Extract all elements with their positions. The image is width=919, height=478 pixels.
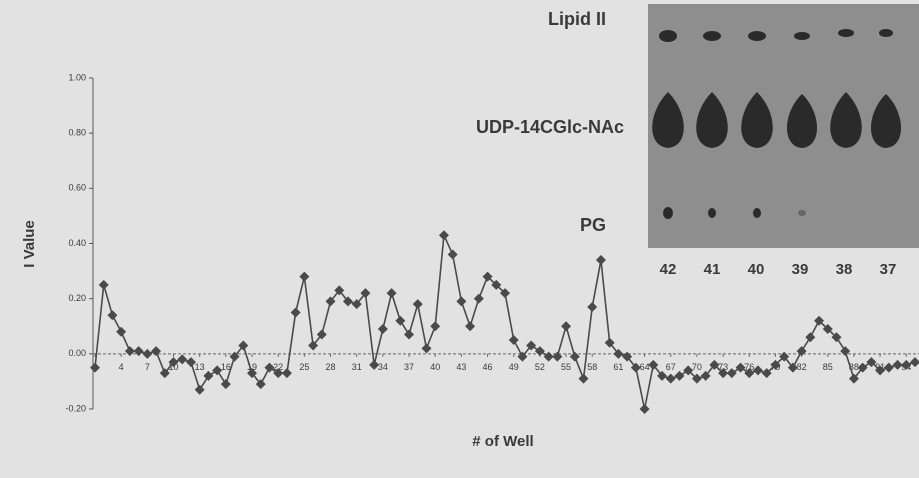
x-tick-label: 58 [587,362,597,372]
y-tick-label: 0.20 [68,293,86,303]
x-tick-label: 34 [378,362,388,372]
lane-label: 41 [704,261,721,278]
gel-label: Lipid II [548,9,606,29]
lane-label: 39 [792,261,809,278]
x-tick-label: 61 [613,362,623,372]
y-tick-label: 1.00 [68,72,86,82]
x-tick-label: 70 [692,362,702,372]
y-axis-label: I Value [21,220,38,268]
x-tick-label: 37 [404,362,414,372]
x-tick-label: 4 [119,362,124,372]
y-tick-label: 0.80 [68,128,86,138]
gel-label: UDP-14CGlc-NAc [476,117,624,137]
x-tick-label: 85 [823,362,833,372]
x-tick-label: 31 [352,362,362,372]
y-tick-label: 0.00 [68,348,86,358]
y-tick-label: -0.20 [65,403,86,413]
x-tick-label: 13 [195,362,205,372]
x-tick-label: 40 [430,362,440,372]
y-tick-label: 0.60 [68,183,86,193]
lane-label: 37 [880,261,897,278]
y-tick-label: 0.40 [68,238,86,248]
x-tick-label: 25 [299,362,309,372]
x-tick-label: 28 [326,362,336,372]
lane-label: 42 [660,261,677,278]
x-tick-label: 52 [535,362,545,372]
x-tick-label: 7 [145,362,150,372]
chart: Lipid II UDP-14CGlc-NAc PG I Value # of … [0,0,919,478]
x-tick-label: 82 [797,362,807,372]
x-axis-label: # of Well [472,433,533,450]
x-tick-label: 46 [483,362,493,372]
lane-label: 40 [748,261,765,278]
x-tick-label: 67 [666,362,676,372]
lane-label: 38 [836,261,853,278]
x-tick-label: 49 [509,362,519,372]
x-tick-label: 43 [456,362,466,372]
x-tick-label: 55 [561,362,571,372]
gel-label: PG [580,215,606,235]
x-tick-label: 64 [640,362,650,372]
